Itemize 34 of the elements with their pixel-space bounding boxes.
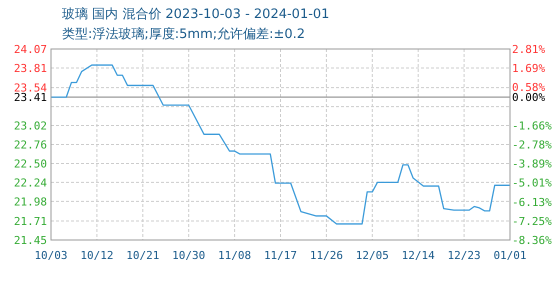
y-tick-label: 22.76 bbox=[14, 138, 47, 152]
x-tick-label: 10/03 bbox=[34, 249, 68, 262]
x-tick-label: 01/01 bbox=[493, 249, 527, 262]
y-tick-label: 22.24 bbox=[14, 176, 48, 190]
y-tick-label: 22.50 bbox=[14, 157, 47, 170]
x-tick-label: 10/30 bbox=[172, 249, 206, 262]
y-tick-label: 21.71 bbox=[14, 215, 47, 228]
y2-tick-label: -6.13% bbox=[512, 196, 552, 209]
chart-subtitle: 类型:浮法玻璃;厚度:5mm;允许偏差:±0.2 bbox=[62, 26, 306, 42]
x-tick-label: 12/23 bbox=[448, 249, 481, 262]
x-tick-label: 11/17 bbox=[264, 249, 298, 262]
x-tick-label: 12/14 bbox=[402, 249, 436, 262]
x-tick-label: 10/21 bbox=[126, 249, 160, 262]
chart-title: 玻璃 国内 混合价 2023-10-03 - 2024-01-01 bbox=[62, 7, 330, 22]
line-series bbox=[50, 64, 511, 225]
y-tick-label: 21.45 bbox=[14, 234, 47, 247]
y-tick-label: 23.02 bbox=[14, 120, 47, 133]
y2-tick-label: -1.66% bbox=[512, 119, 552, 132]
y2-tick-label: 2.81% bbox=[512, 43, 546, 56]
y2-tick-label: -3.89% bbox=[512, 158, 552, 171]
y-tick-label: 21.98 bbox=[14, 195, 47, 208]
y2-tick-label: -5.01% bbox=[512, 176, 552, 190]
y2-tick-label: -8.36% bbox=[512, 234, 552, 247]
y2-tick-label: -7.25% bbox=[512, 215, 552, 228]
y2-tick-label: 0.00% bbox=[512, 91, 546, 104]
y2-tick-label: -2.78% bbox=[512, 138, 552, 152]
x-tick-label: 11/08 bbox=[218, 249, 252, 262]
x-tick-label: 11/26 bbox=[310, 249, 343, 262]
y-tick-label: 23.81 bbox=[14, 62, 47, 75]
y-tick-label: 24.07 bbox=[14, 43, 47, 56]
y2-tick-label: 1.69% bbox=[512, 62, 546, 76]
x-tick-label: 10/12 bbox=[80, 249, 114, 262]
x-tick-label: 12/05 bbox=[356, 249, 389, 262]
y-tick-label: 23.41 bbox=[14, 91, 47, 104]
